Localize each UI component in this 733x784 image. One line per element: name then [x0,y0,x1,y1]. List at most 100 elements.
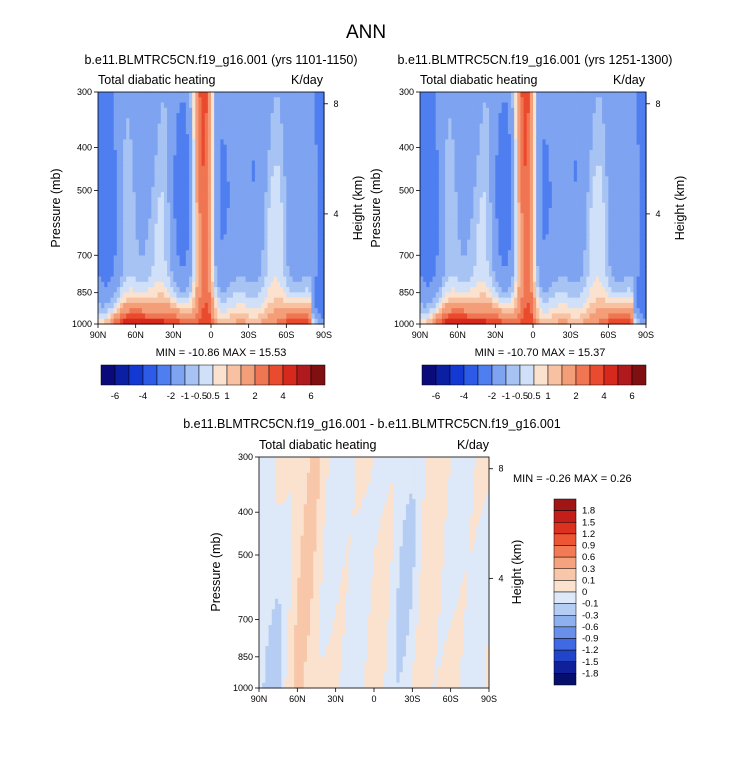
heatmap-cell [179,260,184,267]
heatmap-cell [116,239,121,246]
heatmap-cell [498,181,503,188]
heatmap-cell [217,92,222,98]
heatmap-cell [642,139,647,146]
heatmap-cell [495,197,500,204]
heatmap-cell [132,192,137,199]
heatmap-cell [473,160,478,167]
heatmap-cell [138,244,143,251]
heatmap-cell [283,107,287,114]
heatmap-cell [123,313,127,320]
heatmap-cell [245,202,250,209]
heatmap-cell [157,281,162,288]
heatmap-cell [126,176,130,183]
heatmap-cell [217,192,222,199]
heatmap-cell [526,97,531,104]
heatmap-cell [558,181,562,188]
heatmap-cell [473,202,478,209]
heatmap-cell [179,229,184,235]
heatmap-cell [630,118,635,125]
heatmap-cell [630,113,635,119]
heatmap-cell [226,292,231,299]
heatmap-cell [498,213,503,220]
heatmap-cell [639,186,644,193]
heatmap-cell [595,113,600,119]
heatmap-cell [529,128,534,135]
heatmap-cell [211,308,215,315]
heatmap-cell [548,160,553,167]
heatmap-cell [589,213,594,220]
heatmap-cell [251,181,256,188]
heatmap-cell [251,276,256,283]
heatmap-cell [239,287,243,293]
heatmap-cell [273,250,278,257]
heatmap-cell [289,208,294,214]
heatmap-cell [314,281,319,288]
heatmap-cell [627,213,631,220]
heatmap-cell [220,302,225,309]
heatmap-cell [113,155,118,162]
heatmap-cell [270,202,275,209]
heatmap-cell [264,218,269,225]
heatmap-cell [110,318,115,325]
heatmap-cell [435,134,440,141]
heatmap-cell [154,218,159,225]
heatmap-cell [614,171,619,177]
heatmap-cell [176,197,181,204]
heatmap-cell [445,102,449,109]
heatmap-cell [633,181,638,188]
heatmap-cell [558,102,562,109]
heatmap-cell [229,92,234,98]
heatmap-cell [576,202,581,209]
heatmap-cell [498,97,503,104]
heatmap-cell [429,197,434,204]
heatmap-cell [482,134,487,141]
heatmap-cell [132,197,137,204]
heatmap-cell [423,107,427,114]
heatmap-cell [526,192,531,199]
heatmap-cell [523,181,528,188]
heatmap-cell [204,308,209,315]
heatmap-cell [176,318,181,325]
heatmap-cell [145,250,149,257]
heatmap-cell [639,113,644,119]
heatmap-cell [110,165,115,172]
heatmap-cell [141,276,146,283]
heatmap-cell [554,107,559,114]
heatmap-cell [182,107,187,114]
heatmap-cell [201,118,206,125]
heatmap-cell [261,181,265,188]
heatmap-cell [220,271,225,278]
heatmap-cell [236,144,240,151]
heatmap-cell [214,308,218,315]
heatmap-cell [448,155,452,162]
heatmap-cell [242,155,247,162]
heatmap-cell [248,318,253,325]
heatmap-cell [320,160,325,167]
heatmap-cell [517,202,522,209]
heatmap-cell [148,313,152,320]
heatmap-cell [636,160,641,167]
heatmap-cell [283,128,287,135]
heatmap-cell [270,160,275,167]
heatmap-cell [157,155,162,162]
heatmap-cell [567,160,572,167]
heatmap-cell [98,276,102,283]
heatmap-cell [514,155,518,162]
x-tick-label: 0 [208,330,213,340]
heatmap-cell [242,260,247,267]
heatmap-cell [620,192,625,199]
heatmap-cell [289,308,294,315]
heatmap-cell [536,128,540,135]
heatmap-cell [239,244,243,251]
heatmap-cell [536,113,540,119]
heatmap-cell [580,192,584,199]
heatmap-cell [498,92,503,98]
heatmap-cell [198,171,203,177]
heatmap-cell [558,113,562,119]
heatmap-cell [157,192,162,199]
heatmap-cell [167,150,171,156]
heatmap-cell [110,208,115,214]
heatmap-cell [482,155,487,162]
heatmap-cell [110,192,115,199]
heatmap-cell [605,165,609,172]
